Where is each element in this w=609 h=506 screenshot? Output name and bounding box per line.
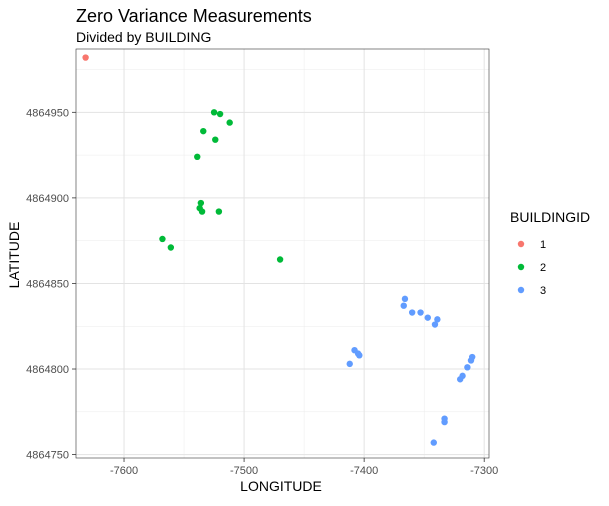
data-point — [276, 256, 284, 263]
data-point — [417, 309, 424, 316]
data-point — [467, 357, 475, 364]
chart-subtitle: Divided by BUILDING — [76, 29, 211, 45]
data-point — [210, 109, 218, 116]
x-tick-label: -7300 — [470, 465, 498, 477]
x-tick-label: -7600 — [110, 465, 138, 477]
legend-label-2: 2 — [540, 262, 546, 274]
data-point — [226, 119, 233, 126]
data-point — [408, 309, 416, 316]
panel-border — [75, 48, 490, 459]
data-point — [194, 153, 201, 161]
y-axis-label: LATITUDE — [6, 222, 22, 289]
data-point — [159, 235, 166, 243]
data-point — [431, 321, 439, 328]
y-tick-label: 4864800 — [26, 364, 69, 376]
legend-key-3 — [517, 286, 525, 294]
grid-minor — [76, 49, 489, 458]
data-point — [200, 127, 207, 135]
data-points — [82, 54, 476, 446]
data-point — [441, 418, 448, 426]
y-tick-label: 4864900 — [26, 193, 69, 205]
series-2 — [159, 109, 284, 263]
x-tick-label: -7400 — [350, 465, 378, 477]
y-tick-label: 4864750 — [26, 450, 69, 462]
data-point — [456, 376, 464, 383]
data-point — [400, 302, 407, 309]
data-point — [356, 352, 363, 359]
y-axis-ticks: 4864750 4864800 4864850 4864900 4864950 — [26, 107, 76, 462]
legend-key-2 — [517, 263, 525, 271]
data-point — [346, 360, 353, 368]
legend-label-1: 1 — [540, 239, 546, 251]
legend-title: BUILDINGID — [510, 209, 590, 225]
data-point — [401, 295, 409, 303]
legend-label-3: 3 — [540, 285, 546, 297]
data-point — [167, 244, 175, 251]
series-3 — [346, 295, 476, 446]
data-point — [198, 208, 206, 215]
data-point — [430, 439, 437, 446]
legend: BUILDINGID 1 2 3 — [510, 209, 590, 297]
data-point — [215, 208, 223, 215]
x-axis-label: LONGITUDE — [240, 478, 322, 494]
data-point — [464, 364, 471, 371]
grid-major — [76, 49, 489, 458]
data-point — [212, 136, 219, 143]
data-point — [82, 54, 89, 61]
data-point — [197, 199, 205, 207]
data-point — [424, 314, 431, 321]
y-tick-label: 4864850 — [26, 278, 69, 290]
series-1 — [82, 54, 89, 61]
data-point — [216, 110, 224, 118]
chart-title: Zero Variance Measurements — [76, 6, 312, 26]
x-tick-label: -7500 — [230, 465, 258, 477]
y-tick-label: 4864950 — [26, 107, 69, 119]
x-axis-ticks: -7600 -7500 -7400 -7300 — [110, 458, 498, 477]
legend-key-1 — [517, 240, 525, 248]
data-point — [434, 316, 441, 323]
